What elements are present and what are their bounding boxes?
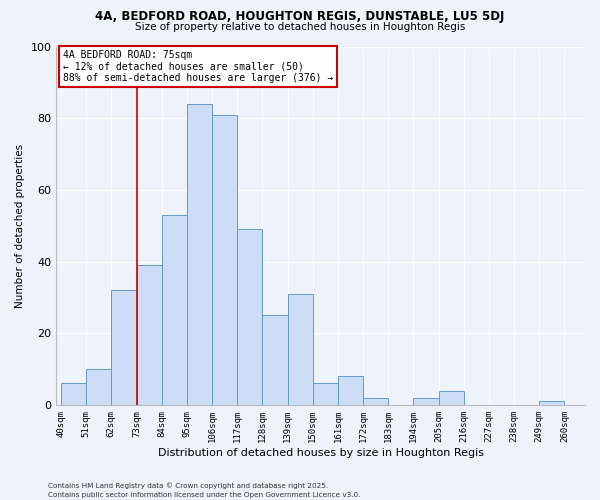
Y-axis label: Number of detached properties: Number of detached properties [15, 144, 25, 308]
Bar [187, 104, 212, 405]
Bar [439, 390, 464, 405]
Bar [212, 114, 237, 405]
Text: 4A BEDFORD ROAD: 75sqm
← 12% of detached houses are smaller (50)
88% of semi-det: 4A BEDFORD ROAD: 75sqm ← 12% of detached… [63, 50, 334, 84]
Bar [413, 398, 439, 405]
Text: Contains HM Land Registry data © Crown copyright and database right 2025.: Contains HM Land Registry data © Crown c… [48, 482, 328, 489]
Bar [338, 376, 363, 405]
Text: Size of property relative to detached houses in Houghton Regis: Size of property relative to detached ho… [135, 22, 465, 32]
Bar [287, 294, 313, 405]
Bar [61, 384, 86, 405]
Bar [86, 369, 112, 405]
Bar [237, 230, 262, 405]
Bar [313, 384, 338, 405]
Text: 4A, BEDFORD ROAD, HOUGHTON REGIS, DUNSTABLE, LU5 5DJ: 4A, BEDFORD ROAD, HOUGHTON REGIS, DUNSTA… [95, 10, 505, 23]
Bar [161, 215, 187, 405]
Bar [363, 398, 388, 405]
Bar [137, 265, 161, 405]
Bar [112, 290, 137, 405]
Text: Contains public sector information licensed under the Open Government Licence v3: Contains public sector information licen… [48, 492, 361, 498]
X-axis label: Distribution of detached houses by size in Houghton Regis: Distribution of detached houses by size … [158, 448, 484, 458]
Bar [262, 316, 287, 405]
Bar [539, 401, 565, 405]
